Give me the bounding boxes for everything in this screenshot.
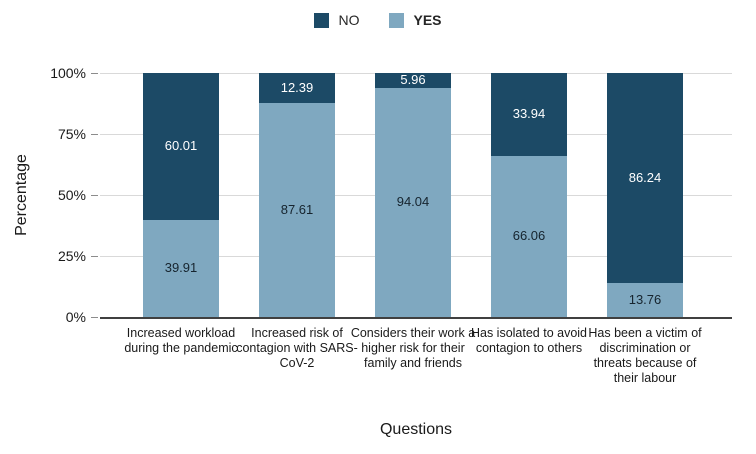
- bar-segment-yes: 66.06: [491, 155, 567, 317]
- bar: 86.24 13.76: [607, 73, 683, 317]
- y-axis-tick: [91, 73, 98, 74]
- bar-segment-no: 5.96: [375, 73, 451, 88]
- category-label: Considers their work a higher risk for t…: [350, 326, 476, 370]
- legend-item-yes: YES: [389, 12, 442, 28]
- chart-legend: NO YES: [0, 12, 756, 28]
- category-label: Increased risk of contagion with SARS-Co…: [236, 326, 358, 370]
- bar: 60.01 39.91: [143, 73, 219, 317]
- segment-value-label: 39.91: [164, 260, 198, 276]
- bar-segment-no: 86.24: [607, 73, 683, 284]
- y-axis-tick: [91, 195, 98, 196]
- bar-segment-no: 12.39: [259, 73, 335, 104]
- category-label: Has been a victim of discrimination or t…: [588, 326, 702, 385]
- bar-segment-no: 33.94: [491, 73, 567, 156]
- y-tick-label: 75%: [57, 126, 86, 142]
- segment-value-label: 12.39: [280, 80, 314, 96]
- segment-value-label: 5.96: [400, 72, 426, 88]
- segment-value-label: 87.61: [280, 202, 314, 218]
- y-tick-label: 50%: [57, 187, 86, 203]
- segment-value-label: 13.76: [628, 292, 662, 308]
- y-axis-tick: [91, 317, 98, 318]
- bar-segment-yes: 13.76: [607, 283, 683, 317]
- bar: 12.39 87.61: [259, 73, 335, 317]
- segment-value-label: 66.06: [512, 228, 546, 244]
- segment-value-label: 86.24: [628, 170, 662, 186]
- legend-swatch-no: [314, 12, 330, 28]
- y-axis-title: Percentage: [13, 154, 30, 236]
- y-tick-label: 25%: [57, 248, 86, 264]
- plot-area: 0% 25% 50% 75% 100% 60.01 39.91 12.39 87.61 5.96 9…: [50, 65, 732, 325]
- category-label: Increased workload during the pandemic: [124, 326, 238, 355]
- segment-value-label: 33.94: [512, 106, 546, 122]
- legend-swatch-yes: [389, 12, 405, 28]
- bar-segment-no: 60.01: [143, 73, 219, 220]
- bar-segment-yes: 39.91: [143, 219, 219, 317]
- y-axis-tick: [91, 134, 98, 135]
- y-axis-tick: [91, 256, 98, 257]
- segment-value-label: 94.04: [396, 194, 430, 210]
- legend-label-no: NO: [338, 12, 360, 28]
- bar: 5.96 94.04: [375, 73, 451, 317]
- x-axis-title: Questions: [379, 421, 453, 438]
- legend-label-yes: YES: [413, 12, 442, 28]
- y-tick-label: 100%: [50, 65, 86, 81]
- y-tick-label: 0%: [65, 309, 86, 325]
- bar-segment-yes: 94.04: [375, 87, 451, 317]
- bar-segment-yes: 87.61: [259, 103, 335, 317]
- legend-item-no: NO: [314, 12, 359, 28]
- segment-value-label: 60.01: [164, 138, 198, 154]
- category-label: Has isolated to avoid contagion to other…: [470, 326, 588, 355]
- bar: 33.94 66.06: [491, 73, 567, 317]
